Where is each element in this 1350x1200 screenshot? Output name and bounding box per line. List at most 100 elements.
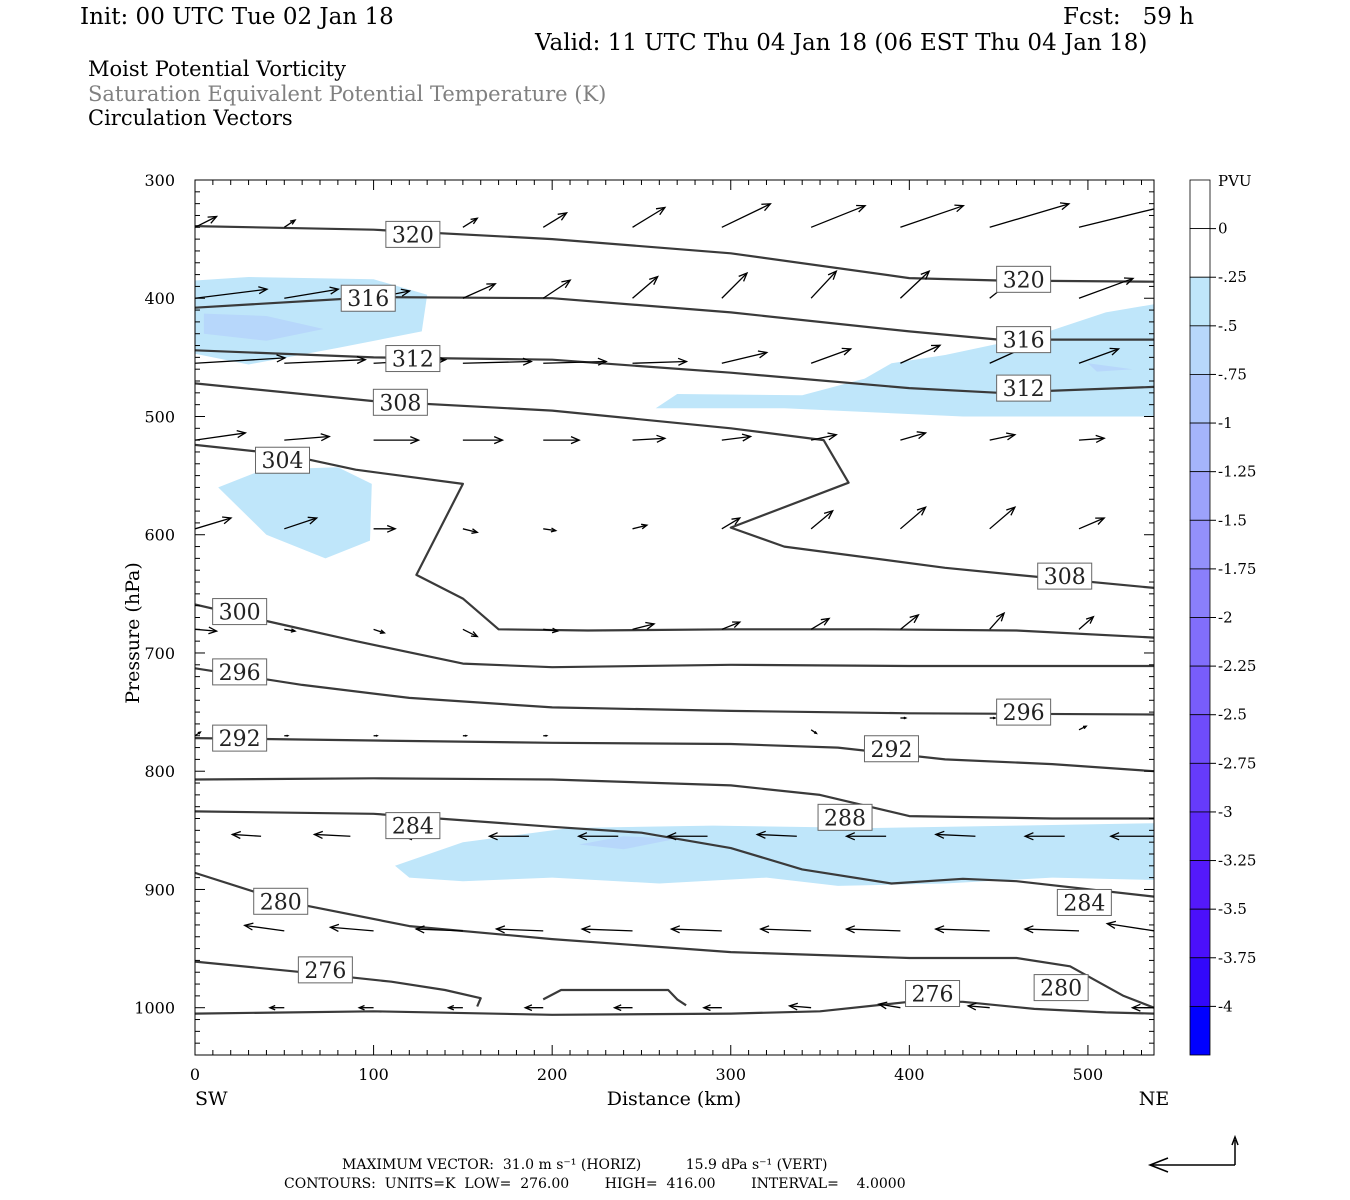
vector-shaft — [935, 928, 990, 932]
vector-head — [930, 344, 942, 353]
colorbar-swatch — [1189, 957, 1211, 1007]
vector-shaft — [1078, 517, 1105, 530]
vector-shaft — [721, 517, 741, 530]
vector-shaft — [244, 924, 285, 932]
x-tick-label: 100 — [358, 1065, 389, 1084]
vector-shaft — [721, 203, 771, 228]
circulation-vector — [900, 613, 920, 630]
vector-head — [357, 1004, 365, 1011]
colorbar-label: -3.5 — [1218, 900, 1247, 918]
vector-shaft — [542, 212, 567, 228]
vector-head — [580, 925, 591, 934]
circulation-vector — [721, 517, 742, 530]
vector-shaft — [195, 288, 268, 299]
contour-label-text: 308 — [1044, 565, 1086, 590]
vector-head — [290, 628, 297, 633]
circulation-vector — [900, 431, 928, 441]
vector-head — [197, 731, 202, 735]
vector-shaft — [462, 360, 532, 364]
vector-head — [487, 832, 498, 841]
vector-shaft — [900, 432, 926, 441]
vector-shaft — [462, 528, 478, 534]
contour-label-box — [1033, 974, 1089, 1002]
vector-head — [328, 923, 340, 932]
x-tick-label: 0 — [190, 1065, 200, 1084]
circulation-vector — [666, 832, 708, 841]
contour-label-box — [212, 658, 268, 686]
colorbar-swatch — [1189, 908, 1211, 959]
circulation-vector — [543, 357, 608, 366]
contour-label-text: 284 — [392, 815, 434, 840]
contour-label-layer: 320 316 312 320 316 312 308 304 308 300 296 292 296 2… — [212, 220, 1112, 1008]
circulation-vector — [1078, 347, 1121, 364]
circulation-vector — [721, 621, 742, 630]
vector-head — [1005, 432, 1017, 441]
vector-head — [446, 1004, 455, 1011]
colorbar-label: -1.25 — [1218, 463, 1256, 481]
vector-shaft — [1107, 923, 1154, 932]
vector-shaft — [195, 517, 232, 530]
colorbar-swatch — [1189, 276, 1211, 327]
y-axis-label: Pressure (hPa) — [122, 562, 144, 704]
contour-label: 284 — [1056, 888, 1112, 916]
vector-head — [844, 832, 856, 841]
pv-region — [395, 823, 1154, 886]
x-tick-label: 400 — [894, 1065, 925, 1084]
colorbar-label: -3.75 — [1218, 949, 1256, 967]
vector-head — [702, 1004, 711, 1012]
contour-label: 296 — [212, 658, 268, 686]
colorbar-label: 0 — [1218, 220, 1228, 238]
vector-head — [243, 922, 254, 931]
contour-label-box — [1056, 888, 1112, 916]
field-title-theta-es: Saturation Equivalent Potential Temperat… — [88, 82, 607, 106]
colorbar: PVU 0 -.25 -.5 -.75 -1 -1.25 -1.5 -1.75 -2 -2.25 -2… — [1189, 172, 1256, 1056]
circulation-vector — [462, 528, 479, 534]
init-time: Init: 00 UTC Tue 02 Jan 18 — [80, 4, 394, 30]
x-axis-label: Distance (km) — [607, 1088, 742, 1110]
circulation-vector — [543, 527, 558, 533]
contour-label-text: 276 — [304, 959, 346, 984]
circulation-vector — [721, 271, 749, 299]
circulation-vector — [284, 628, 297, 633]
vector-head — [934, 925, 945, 934]
colorbar-swatch — [1189, 617, 1211, 667]
circulation-vector — [810, 204, 867, 228]
circulation-vector — [632, 621, 656, 630]
vector-head — [1023, 832, 1034, 841]
vector-head — [289, 219, 297, 225]
circulation-vector — [787, 1002, 812, 1011]
vector-shaft — [989, 612, 1005, 630]
vector-shaft — [810, 510, 834, 530]
vector-shaft — [935, 833, 976, 837]
colorbar-label: -.25 — [1218, 268, 1247, 286]
vector-shaft — [671, 928, 722, 932]
circulation-vector — [989, 611, 1006, 630]
circulation-vector — [414, 925, 463, 934]
vector-head — [551, 627, 560, 634]
vector-head — [666, 832, 677, 841]
vector-shaft — [989, 203, 1070, 228]
vector-shaft — [878, 1003, 901, 1009]
contour-label-text: 308 — [379, 391, 421, 416]
colorbar-unit: PVU — [1218, 172, 1252, 190]
circulation-vector — [612, 1004, 633, 1012]
vector-shaft — [284, 628, 296, 632]
contour-label-box — [996, 326, 1052, 354]
circulation-vector — [1078, 203, 1175, 228]
isentrope-line — [195, 603, 1154, 669]
vector-head — [669, 925, 681, 934]
vector-head — [954, 204, 965, 213]
vector-head — [494, 925, 506, 934]
circulation-vector — [810, 729, 818, 735]
circulation-vector — [1078, 517, 1106, 530]
vector-shaft — [810, 270, 837, 299]
contour-label: 276 — [297, 956, 353, 984]
circulation-vector — [966, 1002, 990, 1011]
vector-head — [732, 621, 742, 629]
circulation-vector — [899, 270, 931, 299]
circulation-vector — [284, 433, 331, 442]
circulation-vector — [844, 832, 887, 841]
vector-shaft — [721, 621, 741, 630]
vector-head — [1166, 203, 1175, 210]
circulation-vector — [462, 283, 497, 299]
